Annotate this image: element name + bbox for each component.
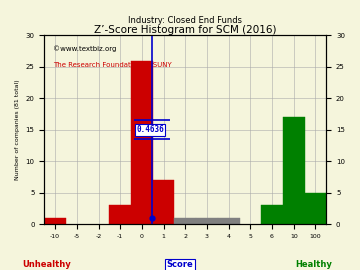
Bar bbox=[261, 205, 283, 224]
Bar bbox=[131, 60, 153, 224]
Text: 0.4636: 0.4636 bbox=[136, 125, 164, 134]
Bar bbox=[283, 117, 305, 224]
Bar bbox=[153, 180, 175, 224]
Bar bbox=[218, 218, 239, 224]
Text: Score: Score bbox=[167, 260, 193, 269]
Bar bbox=[109, 205, 131, 224]
Text: Unhealthy: Unhealthy bbox=[22, 260, 71, 269]
Bar bbox=[305, 193, 326, 224]
Text: Industry: Closed End Funds: Industry: Closed End Funds bbox=[128, 16, 242, 25]
Title: Z’-Score Histogram for SCM (2016): Z’-Score Histogram for SCM (2016) bbox=[94, 25, 276, 35]
Y-axis label: Number of companies (81 total): Number of companies (81 total) bbox=[15, 79, 20, 180]
Bar bbox=[196, 218, 218, 224]
Bar bbox=[44, 218, 66, 224]
Text: Healthy: Healthy bbox=[295, 260, 332, 269]
Text: The Research Foundation of SUNY: The Research Foundation of SUNY bbox=[53, 62, 171, 68]
Bar bbox=[175, 218, 196, 224]
Text: ©www.textbiz.org: ©www.textbiz.org bbox=[53, 45, 116, 52]
